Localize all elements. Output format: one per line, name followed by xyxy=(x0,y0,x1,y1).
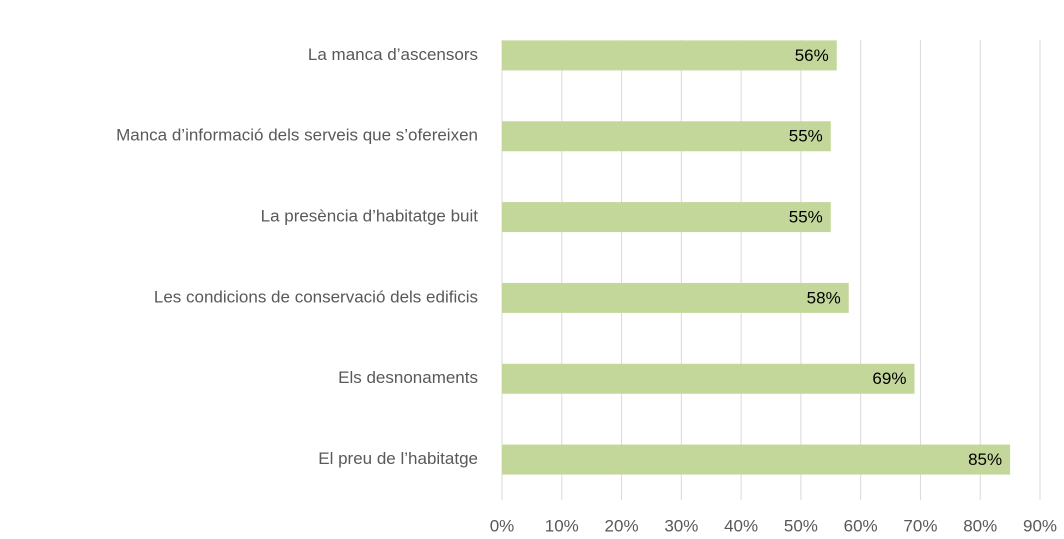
bar xyxy=(502,202,831,233)
x-tick-label: 50% xyxy=(784,516,818,535)
y-tick-label: El preu de l’habitatge xyxy=(318,449,478,468)
x-tick-label: 10% xyxy=(545,516,579,535)
bar xyxy=(502,282,849,313)
x-tick-label: 40% xyxy=(724,516,758,535)
value-label: 58% xyxy=(807,288,841,307)
value-label: 55% xyxy=(789,127,823,146)
bar xyxy=(502,444,1011,475)
bar xyxy=(502,363,915,394)
value-label: 55% xyxy=(789,208,823,227)
value-label: 56% xyxy=(795,46,829,65)
x-tick-label: 80% xyxy=(963,516,997,535)
x-tick-label: 30% xyxy=(664,516,698,535)
value-label: 69% xyxy=(872,369,906,388)
value-label: 85% xyxy=(968,450,1002,469)
y-tick-label: La presència d’habitatge buit xyxy=(261,207,479,226)
y-tick-label: La manca d’ascensors xyxy=(308,45,478,64)
x-tick-label: 20% xyxy=(605,516,639,535)
y-tick-label: Les condicions de conservació dels edifi… xyxy=(154,287,478,306)
bar xyxy=(502,40,837,71)
x-tick-label: 90% xyxy=(1023,516,1057,535)
x-tick-label: 60% xyxy=(844,516,878,535)
y-tick-label: Els desnonaments xyxy=(338,368,478,387)
x-tick-label: 70% xyxy=(903,516,937,535)
y-tick-label: Manca d’informació dels serveis que s’of… xyxy=(116,126,478,145)
bar xyxy=(502,121,831,152)
x-tick-label: 0% xyxy=(490,516,515,535)
